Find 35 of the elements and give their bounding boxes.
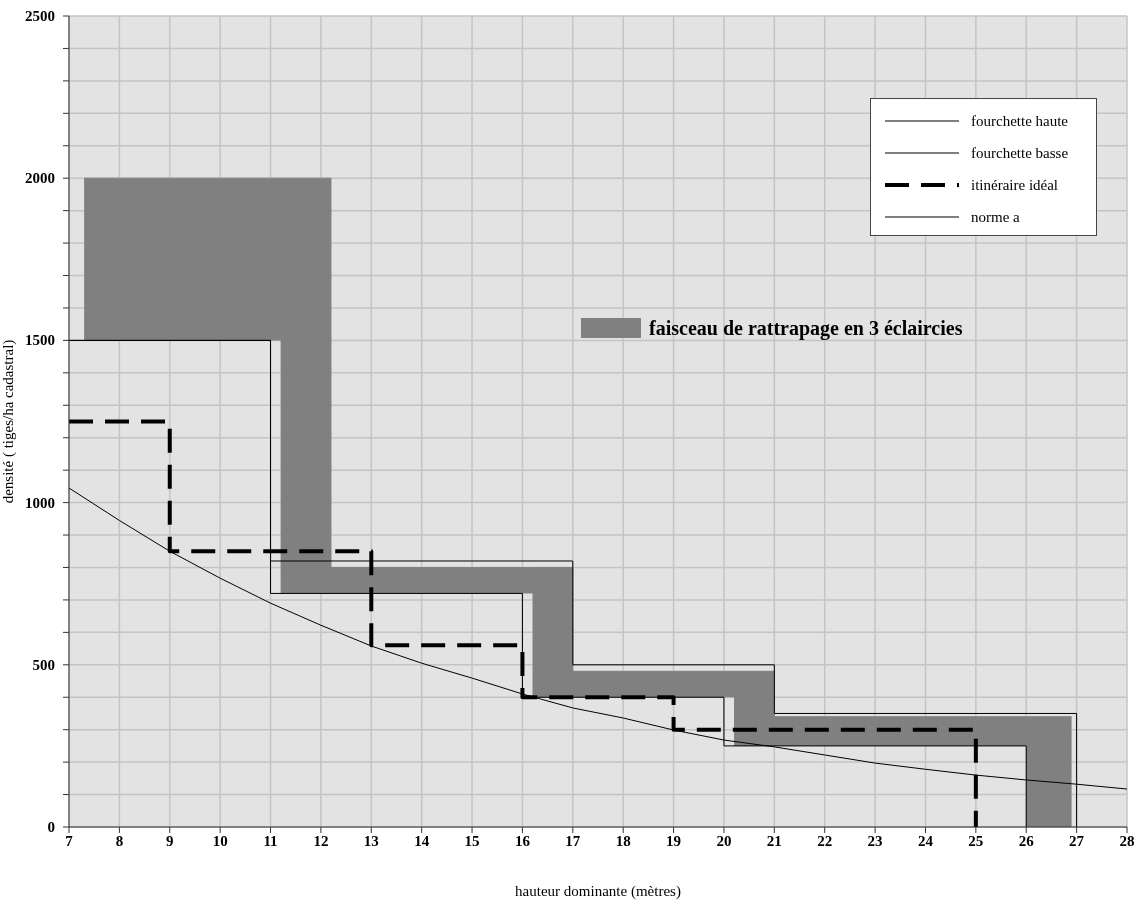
x-tick-label: 11 <box>263 832 278 849</box>
legend-label: fourchette basse <box>971 144 1069 162</box>
legend-label: itinéraire idéal <box>971 176 1059 194</box>
x-tick-label: 7 <box>65 832 74 849</box>
x-tick-label: 25 <box>968 832 984 849</box>
legend-label: fourchette haute <box>971 112 1069 130</box>
x-tick-label: 22 <box>817 832 833 849</box>
x-tick-label: 26 <box>1018 832 1035 849</box>
legend-label: faisceau de rattrapage en 3 éclaircies <box>649 317 963 340</box>
y-tick-label: 2500 <box>25 8 55 24</box>
y-tick-label: 0 <box>47 819 55 835</box>
x-tick-label: 16 <box>514 832 531 849</box>
y-tick-label: 1500 <box>25 332 55 349</box>
x-tick-label: 24 <box>917 832 934 849</box>
x-tick-label: 28 <box>1119 832 1135 849</box>
x-tick-label: 8 <box>115 832 124 849</box>
x-tick-label: 10 <box>212 832 228 849</box>
x-tick-label: 14 <box>414 832 430 849</box>
y-tick-label: 2000 <box>25 170 55 187</box>
y-tick-label: 1000 <box>25 494 55 511</box>
x-tick-label: 27 <box>1069 832 1085 849</box>
x-tick-label: 17 <box>565 832 581 849</box>
x-tick-label: 15 <box>464 832 480 849</box>
x-tick-label: 23 <box>867 832 883 849</box>
x-tick-label: 19 <box>666 832 682 849</box>
y-tick-label: 500 <box>32 656 55 673</box>
x-tick-label: 18 <box>615 832 631 849</box>
y-axis-title: densité ( tiges/ha cadastral) <box>0 339 18 504</box>
x-axis-title: hauteur dominante (mètres) <box>515 883 681 900</box>
x-tick-label: 13 <box>363 832 379 849</box>
x-tick-label: 20 <box>716 832 732 849</box>
legend-label: norme a <box>971 208 1020 226</box>
x-tick-label: 9 <box>166 832 174 849</box>
x-tick-label: 21 <box>766 832 782 849</box>
x-tick-label: 12 <box>313 832 329 849</box>
